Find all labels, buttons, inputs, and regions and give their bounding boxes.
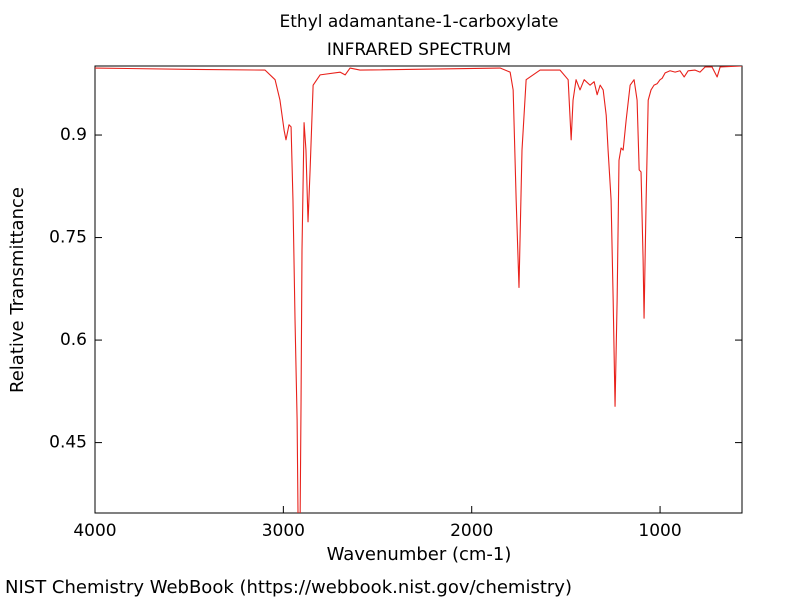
x-tick-label: 4000 — [73, 521, 116, 541]
x-axis-label: Wavenumber (cm-1) — [327, 544, 512, 565]
x-tick-label: 2000 — [450, 521, 493, 541]
y-tick-label: 0.6 — [60, 330, 87, 350]
y-tick-label: 0.9 — [60, 125, 87, 145]
x-tick-label: 3000 — [262, 521, 305, 541]
chart-subtitle: INFRARED SPECTRUM — [327, 40, 511, 60]
chart-title: Ethyl adamantane-1-carboxylate — [280, 12, 559, 32]
plot-frame — [94, 65, 743, 514]
source-note: NIST Chemistry WebBook (https://webbook.… — [5, 577, 572, 598]
plot-area — [95, 66, 742, 513]
y-tick-label: 0.75 — [49, 228, 87, 248]
y-axis-label: Relative Transmittance — [7, 187, 28, 393]
y-tick-label: 0.45 — [49, 433, 87, 453]
x-tick-label: 1000 — [638, 521, 681, 541]
spectrum-line — [95, 66, 742, 513]
